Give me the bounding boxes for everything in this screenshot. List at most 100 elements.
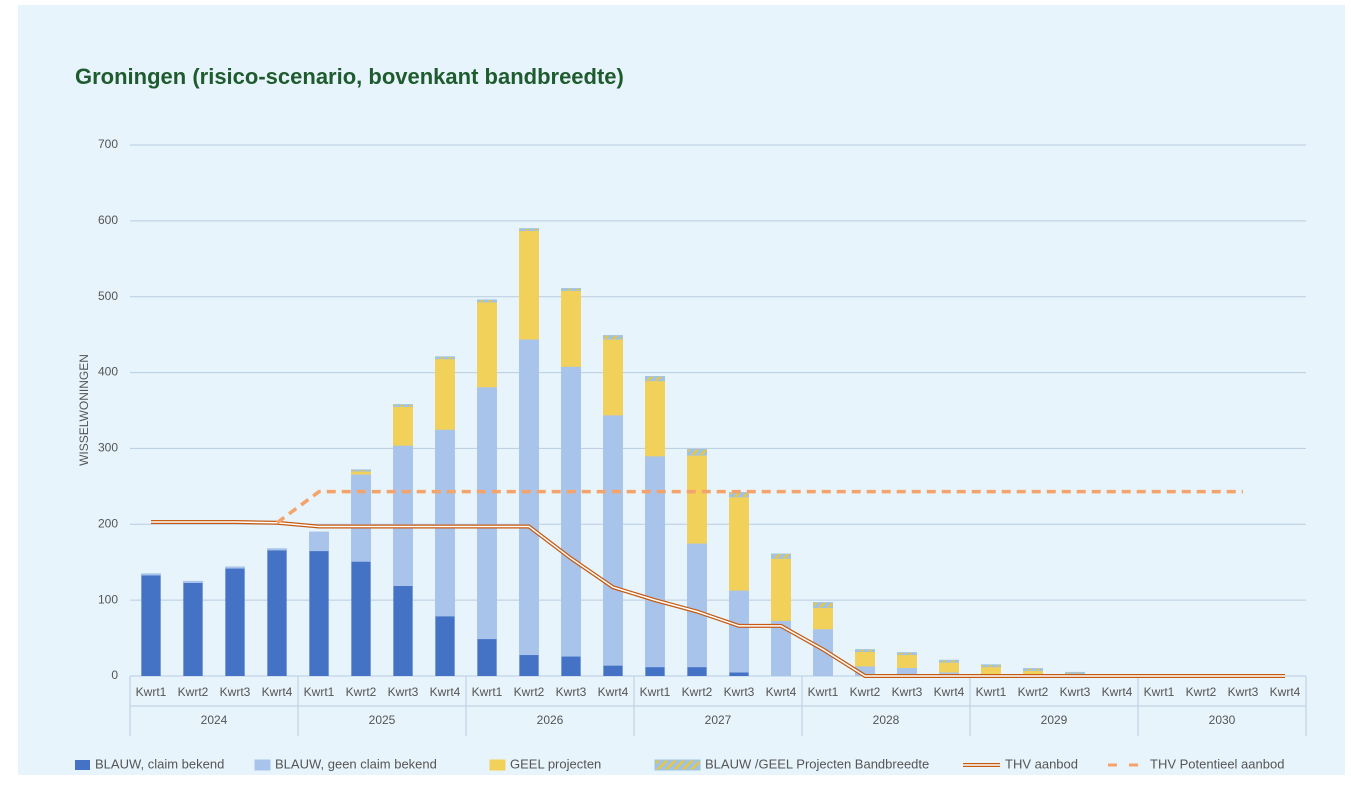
year-label: 2029	[1041, 713, 1068, 727]
chart-title: Groningen (risico-scenario, bovenkant ba…	[75, 64, 624, 89]
bar	[603, 335, 623, 340]
x-tick-label: Kwrt3	[724, 685, 755, 699]
bar	[141, 573, 161, 576]
x-tick-label: Kwrt3	[220, 685, 251, 699]
bar	[645, 666, 665, 676]
x-tick-label: Kwrt4	[1102, 685, 1133, 699]
bar	[855, 651, 875, 667]
x-tick-label: Kwrt2	[514, 685, 545, 699]
x-tick-label: Kwrt1	[304, 685, 335, 699]
x-tick-label: Kwrt2	[1018, 685, 1049, 699]
legend-label: BLAUW /GEEL Projecten Bandbreedte	[705, 756, 929, 771]
bar	[477, 301, 497, 388]
year-label: 2030	[1209, 713, 1236, 727]
x-tick-label: Kwrt3	[388, 685, 419, 699]
legend-swatch	[489, 759, 506, 771]
y-tick-label: 100	[98, 592, 118, 606]
bar	[561, 366, 581, 657]
bar	[687, 542, 707, 668]
bar	[393, 445, 413, 587]
x-tick-label: Kwrt3	[1228, 685, 1259, 699]
x-tick-label: Kwrt1	[976, 685, 1007, 699]
bar	[435, 429, 455, 617]
bar	[351, 473, 371, 562]
y-tick-label: 0	[111, 668, 118, 682]
bar	[729, 672, 749, 676]
x-tick-label: Kwrt3	[892, 685, 923, 699]
bar	[435, 358, 455, 430]
bar	[225, 566, 245, 569]
x-tick-label: Kwrt2	[682, 685, 713, 699]
bar	[435, 616, 455, 676]
bar	[729, 496, 749, 591]
bar	[393, 406, 413, 446]
legend-label: BLAUW, geen claim bekend	[275, 756, 437, 771]
bar	[813, 607, 833, 630]
bar	[519, 654, 539, 676]
x-tick-label: Kwrt2	[1186, 685, 1217, 699]
legend-swatch	[75, 760, 90, 770]
chart-panel	[18, 5, 1345, 775]
bar	[477, 638, 497, 676]
bar	[477, 386, 497, 640]
x-tick-label: Kwrt2	[850, 685, 881, 699]
legend-swatch	[654, 759, 701, 771]
bar	[1065, 671, 1085, 675]
bar	[687, 666, 707, 676]
bar	[771, 558, 791, 621]
bar	[183, 580, 203, 583]
bar	[561, 656, 581, 676]
bar	[645, 380, 665, 457]
x-tick-label: Kwrt4	[262, 685, 293, 699]
x-tick-label: Kwrt4	[766, 685, 797, 699]
x-tick-label: Kwrt1	[472, 685, 503, 699]
year-label: 2027	[705, 713, 732, 727]
bar	[645, 376, 665, 382]
bar	[561, 288, 581, 291]
bar	[603, 665, 623, 676]
x-tick-label: Kwrt1	[640, 685, 671, 699]
bar	[267, 550, 287, 676]
year-label: 2026	[537, 713, 564, 727]
bar	[981, 666, 1001, 675]
bar	[351, 469, 371, 472]
x-tick-label: Kwrt1	[136, 685, 167, 699]
legend-label: THV Potentieel aanbod	[1150, 756, 1284, 771]
x-tick-label: Kwrt4	[1270, 685, 1301, 699]
bar	[897, 654, 917, 668]
line-series	[275, 489, 1243, 525]
y-tick-label: 200	[98, 516, 118, 530]
bar	[939, 662, 959, 673]
x-tick-label: Kwrt2	[346, 685, 377, 699]
bar	[603, 338, 623, 416]
bar	[603, 414, 623, 666]
bar	[561, 290, 581, 367]
bar	[351, 470, 371, 475]
bar	[1023, 670, 1043, 675]
bar	[687, 454, 707, 544]
y-tick-label: 500	[98, 289, 118, 303]
legend-label: GEEL projecten	[510, 756, 601, 771]
bar	[687, 448, 707, 456]
x-tick-label: Kwrt3	[1060, 685, 1091, 699]
bar	[393, 585, 413, 676]
x-tick-label: Kwrt4	[934, 685, 965, 699]
bar	[645, 455, 665, 668]
y-axis-label: WISSELWONINGEN	[77, 354, 91, 466]
x-tick-label: Kwrt4	[598, 685, 629, 699]
bar	[981, 664, 1001, 668]
y-tick-label: 400	[98, 365, 118, 379]
bar	[939, 659, 959, 663]
bar	[519, 228, 539, 232]
year-label: 2025	[369, 713, 396, 727]
bar	[183, 582, 203, 676]
bar	[897, 652, 917, 656]
bar	[477, 299, 497, 303]
line-series-inner	[151, 521, 1285, 677]
x-tick-label: Kwrt1	[1144, 685, 1175, 699]
legend-label: BLAUW, claim bekend	[95, 756, 224, 771]
bar	[771, 553, 791, 559]
x-tick-label: Kwrt2	[178, 685, 209, 699]
year-label: 2024	[201, 713, 228, 727]
y-tick-label: 600	[98, 213, 118, 227]
